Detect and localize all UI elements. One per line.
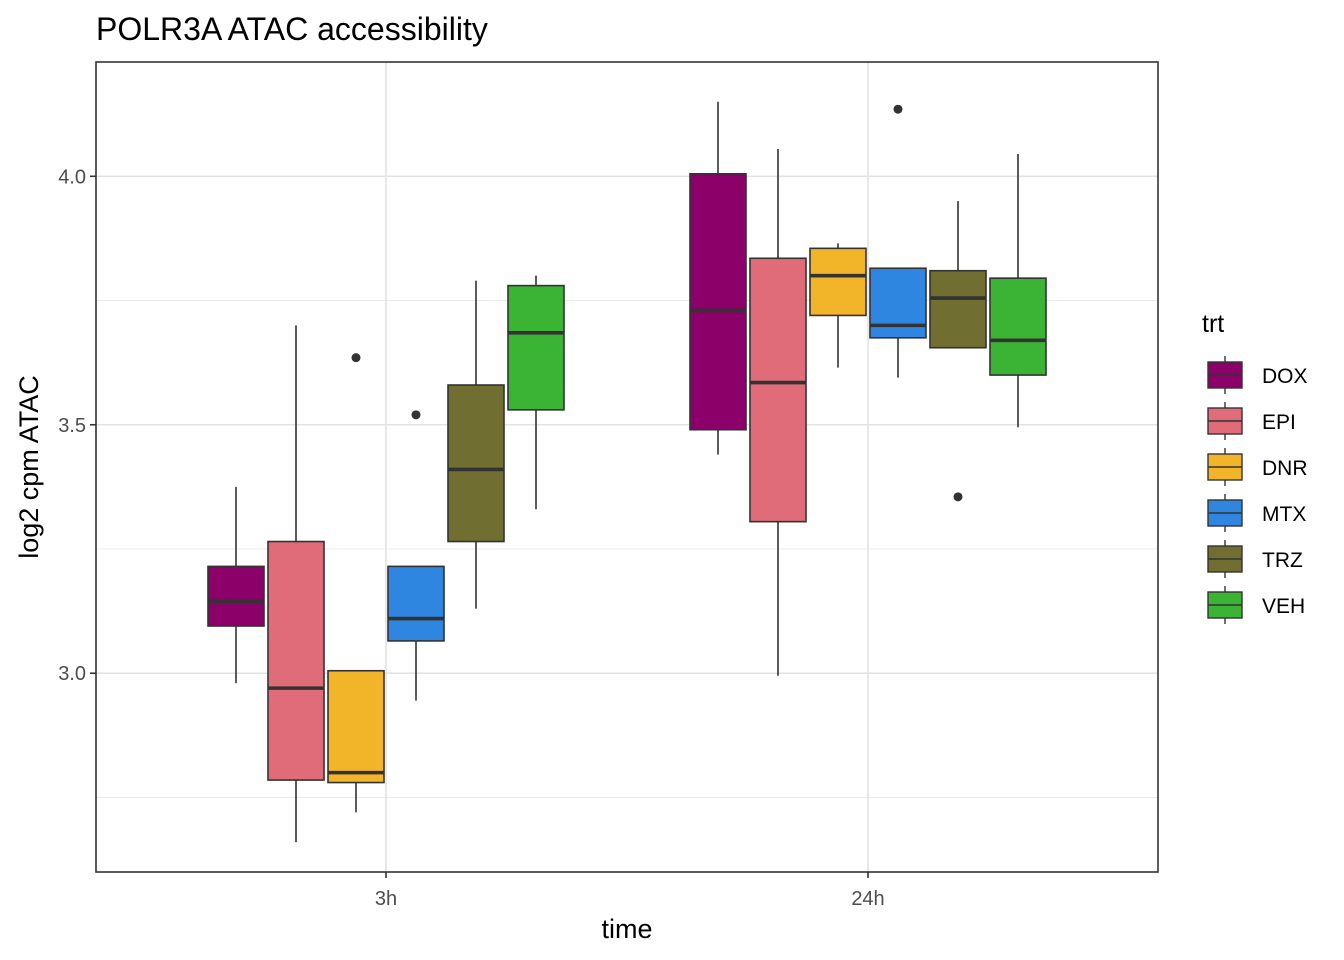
legend-label: MTX: [1262, 503, 1306, 526]
box-body: [989, 277, 1047, 376]
y-tick-label: 3.0: [58, 663, 86, 685]
box-body: [929, 269, 987, 349]
box-epi-3h: [267, 325, 325, 843]
box-body: [207, 565, 265, 627]
y-tick-label: 3.5: [58, 415, 86, 437]
box-veh-3h: [507, 275, 565, 510]
outlier-point: [893, 104, 903, 114]
box-mtx-3h: [387, 410, 445, 701]
box-mtx-24h: [869, 104, 927, 378]
box-dox-24h: [689, 101, 747, 455]
box-body: [387, 565, 445, 642]
legend-entry-veh: VEH: [1207, 586, 1305, 624]
box-dnr-3h: [327, 353, 385, 813]
outlier-point: [953, 492, 963, 502]
box-body: [267, 540, 325, 781]
box-veh-24h: [989, 153, 1047, 428]
y-axis-title: log2 cpm ATAC: [14, 375, 44, 559]
box-body: [809, 247, 867, 317]
legend: trt DOX EPI DNR MTX TRZ VEH: [1202, 310, 1308, 624]
y-tick-label: 4.0: [58, 166, 86, 188]
box-body: [327, 669, 385, 784]
outlier-point: [351, 353, 361, 363]
x-axis-ticks: 3h 24h: [375, 872, 885, 910]
y-axis-ticks: 3.0 3.5 4.0: [58, 166, 96, 685]
x-axis-title: time: [601, 914, 652, 944]
legend-title: trt: [1202, 310, 1224, 338]
plot-panel: [95, 61, 1159, 873]
box-dnr-24h: [809, 243, 867, 368]
panel-border: [95, 61, 1159, 873]
box-trz-3h: [447, 280, 505, 609]
box-body: [689, 173, 747, 431]
box-body: [507, 284, 565, 411]
box-body: [447, 384, 505, 543]
outlier-point: [411, 410, 421, 420]
legend-label: DNR: [1262, 457, 1308, 480]
x-tick-label: 3h: [375, 888, 397, 910]
legend-entry-dnr: DNR: [1207, 448, 1308, 486]
legend-label: VEH: [1262, 595, 1305, 618]
legend-entry-trz: TRZ: [1207, 540, 1303, 578]
legend-label: EPI: [1262, 411, 1296, 434]
x-tick-label: 24h: [851, 888, 884, 910]
legend-label: DOX: [1262, 365, 1308, 388]
legend-entry-epi: EPI: [1207, 402, 1296, 440]
box-body: [869, 267, 927, 339]
box-body: [749, 257, 807, 523]
legend-entry-mtx: MTX: [1207, 494, 1306, 532]
chart-title: POLR3A ATAC accessibility: [96, 11, 488, 47]
legend-entry-dox: DOX: [1207, 356, 1308, 394]
box-trz-24h: [929, 201, 987, 502]
box-epi-24h: [749, 148, 807, 676]
box-dox-3h: [207, 486, 265, 684]
legend-label: TRZ: [1262, 549, 1303, 572]
